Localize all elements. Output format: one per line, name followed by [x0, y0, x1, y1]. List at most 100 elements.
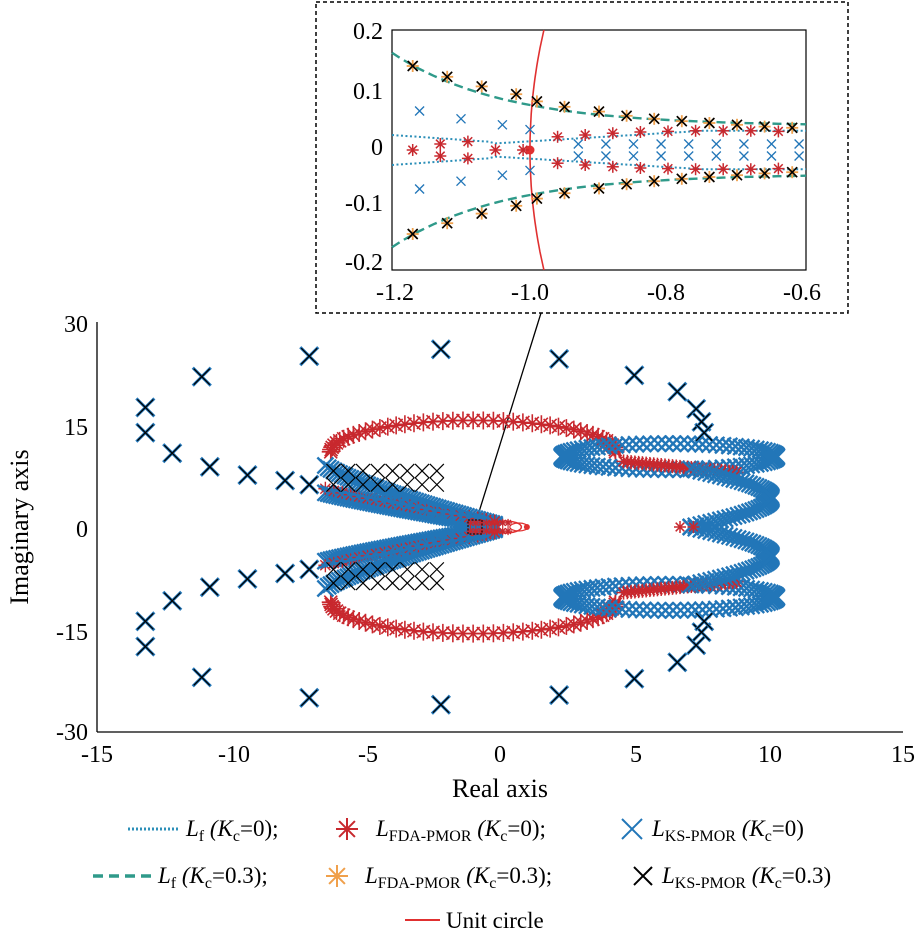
- fda-k0-point: [395, 620, 414, 639]
- ks-k03-point: [300, 476, 318, 494]
- fda-k0-point: [523, 621, 542, 640]
- fda-k0-point: [513, 413, 532, 432]
- ks-k0-point: [573, 151, 584, 161]
- ks-k03-point: [370, 561, 386, 577]
- fda-k0-point: [717, 163, 730, 176]
- ks-k0-point: [649, 434, 667, 453]
- ks-k03-point: [326, 477, 341, 493]
- fda-k0-point: [404, 621, 423, 640]
- main-x-ticks: -15 -10 -5 0 5 10 15: [81, 742, 915, 768]
- legend-ks-k0-label: LKS-PMOR (Kc=0): [651, 816, 804, 845]
- fda-k0-point: [387, 416, 406, 435]
- fda-k0-point: [434, 138, 447, 150]
- ks-k03-point: [414, 463, 430, 479]
- ks-k0-point: [738, 139, 749, 149]
- ks-k0-point: [414, 184, 425, 194]
- inset-plot-area: [391, 29, 807, 271]
- ks-k03-point: [326, 463, 341, 479]
- legend-ks-k03-label: LKS-PMOR (Kc=0.3): [661, 863, 831, 892]
- ks-k0-point: [628, 151, 639, 161]
- fda-k0-point: [498, 518, 507, 527]
- inset-x-tick-label: -0.6: [783, 280, 821, 306]
- ks-k03-point: [355, 463, 371, 479]
- fda-k0-point: [717, 124, 730, 137]
- inset-y-tick-label: 0.2: [353, 19, 383, 45]
- x-tick-label: 0: [494, 742, 506, 768]
- ks-k0-point: [656, 434, 675, 453]
- ks-k03-point: [676, 115, 688, 127]
- inset-marks: [406, 60, 805, 240]
- y-tick-label: -15: [56, 620, 88, 646]
- ks-k03-point: [407, 60, 419, 72]
- fda-k0-point: [744, 124, 757, 137]
- ks-k03-point: [429, 477, 445, 493]
- fda-k0-point: [434, 150, 447, 162]
- fda-k0-point: [487, 518, 496, 527]
- ks-k0-point: [747, 535, 765, 554]
- ks-k03-point: [276, 472, 294, 489]
- ks-k0-point: [627, 435, 645, 454]
- fda-k0-point: [489, 144, 502, 156]
- ks-k03-point: [193, 668, 211, 686]
- fda-k03-legend-marker: [326, 865, 348, 887]
- ks-k03-point: [399, 575, 415, 591]
- inset-x-ticks: -1.2 -1.0 -0.8 -0.6: [376, 280, 821, 306]
- fda-k0-point: [487, 527, 496, 536]
- inset-x-tick-label: -1.2: [376, 280, 414, 306]
- y-tick-label: 30: [64, 312, 88, 338]
- ks-k03-point: [385, 477, 400, 493]
- ks-k03-point: [687, 636, 705, 654]
- ks-k03-point: [676, 173, 688, 185]
- fda-k0-point: [406, 144, 419, 156]
- fda-k0-point: [461, 152, 474, 165]
- ks-k0-point: [664, 434, 682, 453]
- ks-k0-point: [634, 601, 653, 619]
- fda-k0-point: [532, 415, 551, 434]
- main-marks: [135, 339, 715, 715]
- ks-k03-point: [731, 119, 743, 131]
- ks-k03-point: [432, 340, 450, 358]
- ks-k03-point: [399, 561, 415, 577]
- ks-k0-point: [634, 435, 653, 453]
- ks-k03-point: [648, 113, 660, 125]
- fda-k0-point: [579, 159, 592, 171]
- fda-k0-point: [551, 157, 564, 170]
- ks-k03-point: [593, 182, 605, 194]
- main-y-ticks: 30 15 0 -15 -30: [56, 312, 88, 746]
- ks-k03-point: [558, 187, 571, 199]
- fda-k0-point: [744, 163, 757, 176]
- fda-k0-point: [523, 414, 542, 433]
- ks-k0-point: [740, 561, 759, 579]
- ks-k0-point: [686, 435, 705, 453]
- fda-k0-point: [395, 415, 414, 434]
- legend-unit-circle-label: Unit circle: [446, 908, 544, 933]
- ks-k03-point: [340, 561, 356, 577]
- ks-k0-point: [686, 601, 705, 619]
- ks-k03-point: [407, 228, 419, 240]
- ks-k03-point: [300, 560, 318, 578]
- lf-k0-curve: [391, 155, 806, 171]
- y-tick-label: 0: [76, 517, 88, 543]
- ks-k03-point: [136, 424, 154, 442]
- x-axis-label: Real axis: [452, 774, 548, 803]
- ks-k0-point: [656, 139, 667, 149]
- ks-k03-point: [731, 169, 743, 181]
- ks-k0-point: [686, 461, 705, 479]
- ks-k03-point: [759, 167, 771, 179]
- fda-k0-point: [689, 163, 702, 176]
- ks-k03-point: [693, 413, 710, 431]
- ks-k0-point: [711, 151, 722, 161]
- ks-k03-point: [414, 575, 430, 591]
- ks-k03-point: [385, 463, 400, 479]
- ks-k03-point: [370, 575, 386, 591]
- ks-k0-point: [649, 601, 667, 620]
- x-tick-label: -5: [358, 742, 378, 768]
- ks-k03-point: [300, 689, 318, 707]
- inset-x-tick-label: -0.8: [647, 280, 685, 306]
- ks-k03-point: [370, 463, 386, 479]
- main-axes: [96, 322, 903, 733]
- ks-k03-point: [531, 193, 543, 205]
- ks-k03-point: [558, 101, 571, 113]
- ks-k03-point: [355, 561, 371, 577]
